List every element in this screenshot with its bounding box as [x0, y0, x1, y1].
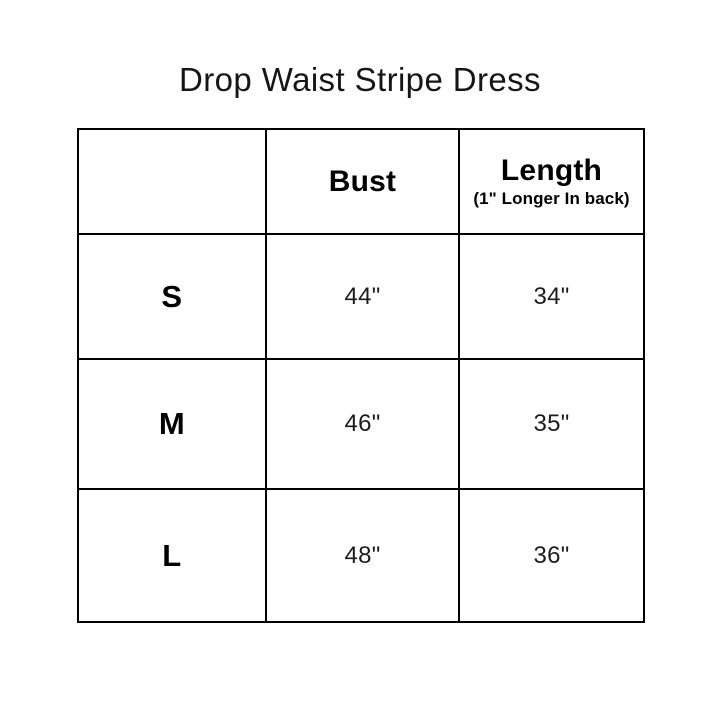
length-value-cell: 35" [458, 358, 645, 490]
bust-value-cell: 46" [265, 358, 460, 490]
header-cell-bust: Bust [265, 128, 460, 235]
bust-header-label: Bust [328, 165, 397, 198]
length-value-cell: 34" [458, 233, 645, 360]
length-value-cell: 36" [458, 488, 645, 623]
bust-value-cell: 48" [265, 488, 460, 623]
length-header-label: Length [500, 154, 603, 188]
size-cell: M [77, 358, 267, 490]
table-header-row: Bust Length (1" Longer In back) [77, 128, 645, 235]
page-title: Drop Waist Stripe Dress [179, 61, 541, 98]
header-cell-length: Length (1" Longer In back) [458, 128, 645, 235]
length-header-note: (1" Longer In back) [473, 189, 630, 209]
bust-value-cell: 44" [265, 233, 460, 360]
table-row: S 44" 34" [77, 233, 645, 360]
header-cell-empty [77, 128, 267, 235]
size-cell: L [77, 488, 267, 623]
size-cell: S [77, 233, 267, 360]
size-chart-table: Bust Length (1" Longer In back) S 44" 34… [77, 128, 645, 623]
table-row: M 46" 35" [77, 358, 645, 490]
table-row: L 48" 36" [77, 488, 645, 623]
